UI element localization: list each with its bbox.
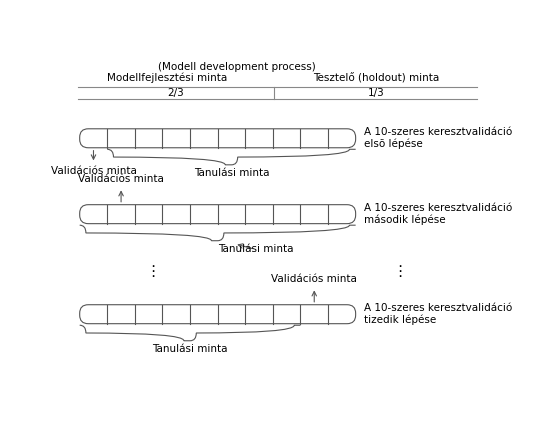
Text: A 10-szeres keresztvalidáció
elsõ lépése: A 10-szeres keresztvalidáció elsõ lépése: [364, 127, 512, 149]
Text: Tesztelő (holdout) minta: Tesztelő (holdout) minta: [313, 73, 440, 83]
Text: Validációs minta: Validációs minta: [78, 174, 164, 185]
FancyBboxPatch shape: [80, 305, 356, 324]
Text: Validációs minta: Validációs minta: [50, 166, 136, 177]
Text: Tanulási minta: Tanulási minta: [153, 344, 228, 354]
Text: Tanulási minta: Tanulási minta: [194, 168, 269, 178]
Text: 1/3: 1/3: [368, 88, 385, 98]
Text: Tanulási minta: Tanulási minta: [218, 244, 293, 254]
Text: 2/3: 2/3: [167, 88, 184, 98]
Text: ⋮: ⋮: [392, 263, 407, 279]
Text: (Modell development process): (Modell development process): [157, 62, 315, 73]
Text: Modellfejlesztési minta: Modellfejlesztési minta: [108, 73, 228, 83]
Text: A 10-szeres keresztvalidáció
tizedik lépése: A 10-szeres keresztvalidáció tizedik lép…: [364, 303, 512, 325]
Text: ⋮: ⋮: [145, 263, 161, 279]
FancyBboxPatch shape: [80, 129, 356, 148]
FancyBboxPatch shape: [80, 205, 356, 224]
Text: A 10-szeres keresztvalidáció
második lépése: A 10-szeres keresztvalidáció második lép…: [364, 203, 512, 225]
Text: Validációs minta: Validációs minta: [272, 274, 357, 284]
